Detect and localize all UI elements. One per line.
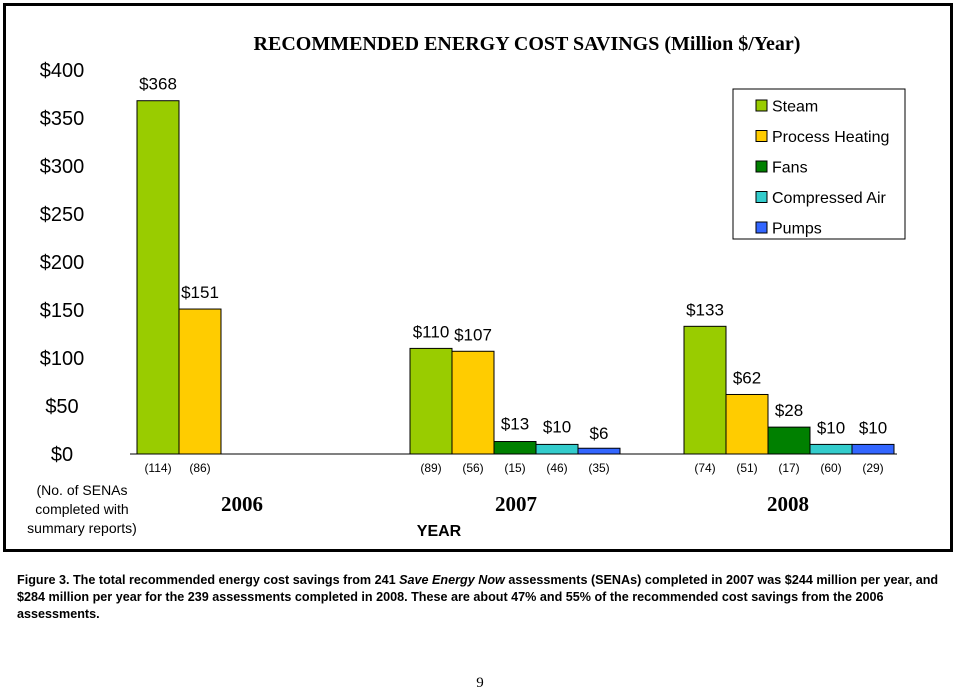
y-tick-label: $200 xyxy=(40,252,85,274)
y-tick-label: $250 xyxy=(40,204,85,226)
bar-value-label: $13 xyxy=(501,415,529,434)
bar-value-label: $151 xyxy=(181,283,219,302)
y-tick-label: $350 xyxy=(40,108,85,130)
senas-count-label: (60) xyxy=(820,461,841,475)
legend-swatch xyxy=(755,99,768,112)
senas-count-label: (56) xyxy=(462,461,483,475)
senas-count-label: (15) xyxy=(504,461,525,475)
senas-count-label: (46) xyxy=(546,461,567,475)
bar-process-heating-2007 xyxy=(451,350,495,455)
x-category-label: 2007 xyxy=(495,492,537,516)
bar-steam-2007 xyxy=(409,347,453,455)
x-axis-label: YEAR xyxy=(417,523,462,540)
legend-label: Process Heating xyxy=(772,129,889,146)
bar-value-label: $110 xyxy=(413,322,450,341)
x-category-label: 2008 xyxy=(767,492,809,516)
bar-steam-2008 xyxy=(683,325,727,455)
senas-count-label: (51) xyxy=(736,461,757,475)
figure-caption: Figure 3. The total recommended energy c… xyxy=(17,572,947,623)
legend-swatch xyxy=(755,221,768,234)
chart-frame xyxy=(3,3,953,552)
bar-pumps-2008 xyxy=(851,443,895,455)
caption-text-start: The total recommended energy cost saving… xyxy=(72,573,400,587)
bar-pumps-2007 xyxy=(577,447,621,455)
bar-process-heating-2008 xyxy=(725,393,769,455)
x-category-label: 2006 xyxy=(221,492,263,516)
count-note-line: completed with xyxy=(35,501,128,517)
legend-label: Pumps xyxy=(772,221,822,238)
y-tick-label: $0 xyxy=(51,444,73,466)
count-note-line: summary reports) xyxy=(27,520,137,536)
legend-label: Steam xyxy=(772,99,818,116)
chart-title: RECOMMENDED ENERGY COST SAVINGS (Million… xyxy=(254,33,801,55)
bar-fans-2007 xyxy=(493,441,537,455)
y-tick-label: $100 xyxy=(40,348,85,370)
y-tick-label: $300 xyxy=(40,156,85,178)
count-note-line: (No. of SENAs xyxy=(36,482,127,498)
bar-value-label: $62 xyxy=(733,368,761,387)
caption-emphasis: Save Energy Now xyxy=(399,573,505,587)
legend-swatch xyxy=(755,160,768,173)
bar-value-label: $28 xyxy=(775,401,803,420)
bar-process-heating-2006 xyxy=(178,308,222,455)
y-tick-label: $400 xyxy=(40,60,85,82)
bar-steam-2006 xyxy=(136,100,180,455)
bar-value-label: $368 xyxy=(139,75,177,94)
y-tick-label: $150 xyxy=(40,300,85,322)
legend-label: Compressed Air xyxy=(772,190,886,207)
bar-value-label: $10 xyxy=(543,417,571,436)
senas-count-label: (35) xyxy=(588,461,609,475)
bar-fans-2008 xyxy=(767,426,811,455)
legend-swatch xyxy=(755,130,768,142)
page-number: 9 xyxy=(476,675,484,691)
y-tick-label: $50 xyxy=(45,396,78,418)
senas-count-label: (86) xyxy=(189,461,210,475)
energy-savings-chart: RECOMMENDED ENERGY COST SAVINGS (Million… xyxy=(27,33,906,540)
senas-count-label: (17) xyxy=(778,461,799,475)
senas-count-label: (114) xyxy=(144,461,171,475)
caption-text-end: assessments (SENAs) completed in 2007 wa… xyxy=(17,573,939,621)
bar-value-label: $10 xyxy=(859,418,887,437)
legend-swatch xyxy=(755,191,768,203)
senas-count-label: (89) xyxy=(420,461,441,475)
bar-value-label: $133 xyxy=(686,300,724,319)
bar-value-label: $107 xyxy=(454,325,492,344)
bar-value-label: $6 xyxy=(590,424,609,443)
senas-count-label: (74) xyxy=(694,461,715,475)
bar-compressed-air-2007 xyxy=(535,443,579,455)
senas-count-label: (29) xyxy=(862,461,883,475)
legend-label: Fans xyxy=(772,160,808,177)
bar-compressed-air-2008 xyxy=(809,443,853,455)
caption-lead: Figure 3. xyxy=(17,573,70,587)
bar-value-label: $10 xyxy=(817,418,845,437)
